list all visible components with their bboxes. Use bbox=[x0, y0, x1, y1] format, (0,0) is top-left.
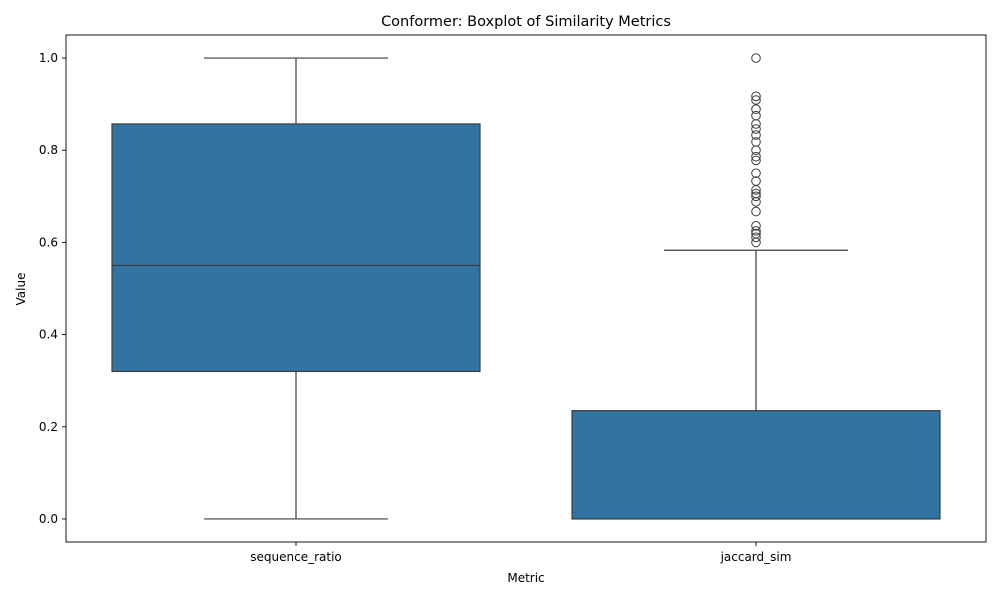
y-tick-label: 1.0 bbox=[39, 51, 58, 65]
outlier-point bbox=[751, 130, 761, 140]
outlier-point bbox=[751, 168, 761, 179]
outlier-point bbox=[751, 176, 761, 186]
outlier-point bbox=[751, 228, 761, 239]
x-tick-label: sequence_ratio bbox=[250, 550, 342, 564]
plot-area-frame bbox=[65, 34, 987, 543]
outlier-point bbox=[751, 151, 761, 162]
outlier-point bbox=[751, 104, 761, 115]
outlier-point bbox=[751, 226, 761, 236]
x-tick-label: jaccard_sim bbox=[720, 550, 792, 564]
outlier-point bbox=[751, 221, 761, 231]
outlier-point bbox=[751, 237, 761, 248]
outlier-point bbox=[751, 95, 761, 105]
x-axis: sequence_ratio jaccard_sim bbox=[250, 542, 791, 564]
x-axis-title: Metric bbox=[507, 571, 544, 585]
outlier-point bbox=[751, 155, 761, 166]
outlier-point bbox=[751, 119, 761, 129]
outlier-point bbox=[751, 206, 761, 217]
y-axis: 0.0 0.2 0.4 0.6 0.8 1.0 bbox=[39, 51, 66, 526]
plot-marks bbox=[111, 53, 941, 520]
outlier-point bbox=[751, 53, 761, 63]
y-tick-label: 0.0 bbox=[39, 512, 58, 526]
outlier-point bbox=[751, 232, 761, 243]
outlier-point bbox=[751, 145, 761, 156]
chart-title: Conformer: Boxplot of Similarity Metrics bbox=[381, 14, 671, 30]
outlier-point bbox=[751, 191, 761, 202]
outlier-point bbox=[751, 124, 761, 134]
y-tick-label: 0.2 bbox=[39, 420, 58, 434]
box-group-sequence_ratio bbox=[111, 57, 481, 520]
box-iqr bbox=[571, 410, 941, 520]
y-tick-label: 0.8 bbox=[39, 143, 58, 157]
outlier-point bbox=[751, 91, 761, 102]
y-tick-label: 0.4 bbox=[39, 328, 58, 342]
y-axis-title: Value bbox=[14, 273, 28, 306]
outlier-point bbox=[751, 110, 761, 121]
box-iqr bbox=[111, 123, 481, 373]
outlier-point bbox=[751, 137, 761, 147]
outlier-point bbox=[751, 188, 761, 199]
y-tick-label: 0.6 bbox=[39, 235, 58, 249]
box-group-jaccard_sim bbox=[571, 53, 941, 520]
